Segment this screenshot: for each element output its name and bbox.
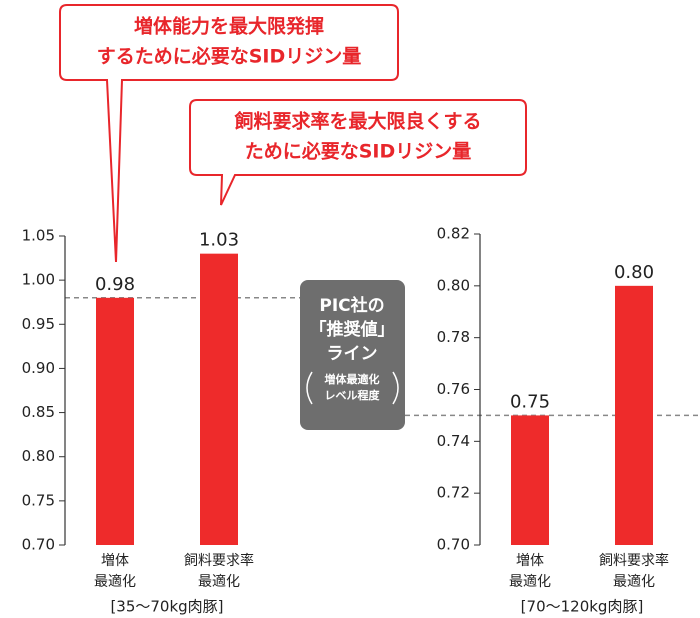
paren xyxy=(392,371,399,405)
x-tick-label: 飼料要求率 xyxy=(184,552,254,569)
recommended-box xyxy=(300,280,405,430)
value-label: 0.98 xyxy=(95,274,135,295)
x-axis-label: [70～120kg肉豚] xyxy=(521,598,644,616)
bar xyxy=(615,285,653,545)
bar xyxy=(511,415,549,545)
callout-text: 増体能力を最大限発揮 xyxy=(134,15,324,38)
bar xyxy=(200,253,238,545)
recommended-text: ライン xyxy=(327,344,378,364)
y-tick-label: 0.80 xyxy=(22,447,55,465)
y-tick-label: 1.00 xyxy=(22,271,55,289)
y-tick-label: 0.80 xyxy=(437,276,470,294)
x-tick-label: 最適化 xyxy=(94,573,136,590)
value-label: 0.75 xyxy=(510,391,550,412)
y-tick-label: 0.78 xyxy=(437,328,470,346)
y-tick-label: 0.76 xyxy=(437,380,470,398)
y-tick-label: 0.95 xyxy=(22,315,55,333)
x-tick-label: 最適化 xyxy=(613,573,655,590)
x-tick-label: 最適化 xyxy=(509,573,551,590)
y-tick-label: 0.70 xyxy=(437,536,470,554)
recommended-note: レベル程度 xyxy=(325,388,381,402)
x-tick-label: 増体 xyxy=(101,553,129,569)
callout-box xyxy=(189,99,527,206)
x-tick-label: 飼料要求率 xyxy=(599,552,669,569)
recommended-text: PIC社の xyxy=(319,295,384,316)
callout-box xyxy=(59,4,399,263)
y-tick-label: 0.90 xyxy=(22,359,55,377)
y-tick-label: 0.74 xyxy=(437,432,470,450)
y-tick-label: 0.82 xyxy=(437,225,470,243)
recommended-note: 増体最適化 xyxy=(325,372,380,386)
x-tick-label: 最適化 xyxy=(198,573,240,590)
recommended-text: 「推奨値」 xyxy=(310,319,395,340)
x-tick-label: 増体 xyxy=(516,553,544,569)
callout-text: するために必要なSIDリジン量 xyxy=(97,45,362,68)
y-tick-label: 0.70 xyxy=(22,536,55,554)
callout-text: 飼料要求率を最大限良くする xyxy=(233,110,481,133)
callout-text: ために必要なSIDリジン量 xyxy=(245,140,472,163)
paren xyxy=(306,371,313,405)
y-tick-label: 1.05 xyxy=(22,227,55,245)
x-axis-label: [35～70kg肉豚] xyxy=(110,598,223,616)
value-label: 0.80 xyxy=(614,262,654,283)
y-tick-label: 0.85 xyxy=(22,403,55,421)
y-tick-label: 0.75 xyxy=(22,491,55,509)
y-tick-label: 0.72 xyxy=(437,484,470,502)
value-label: 1.03 xyxy=(199,230,239,251)
bar xyxy=(96,297,134,545)
